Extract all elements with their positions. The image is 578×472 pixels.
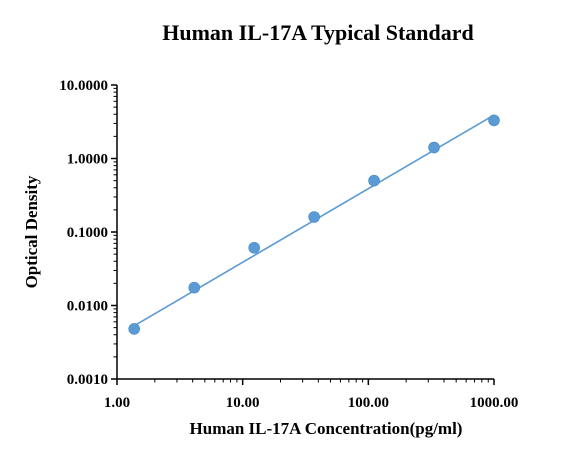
data-point <box>488 114 500 127</box>
y-tick-labels: 0.0010 0.0100 0.1000 1.0000 10.0000 <box>59 78 108 388</box>
data-point <box>308 211 320 223</box>
y-axis-label: Optical Density <box>22 175 41 288</box>
y-tick-label: 0.0010 <box>67 372 108 388</box>
x-tick-label: 1.00 <box>104 395 130 411</box>
x-tick-label: 10.00 <box>226 395 260 411</box>
y-tick-label: 1.0000 <box>67 152 108 168</box>
major-ticks <box>111 84 495 385</box>
x-axis-label: Human IL-17A Concentration(pg/ml) <box>190 419 463 438</box>
data-point <box>248 241 260 254</box>
y-tick-label: 10.0000 <box>59 78 108 94</box>
data-point <box>188 281 201 294</box>
plot-area <box>111 84 500 385</box>
x-tick-label: 100.00 <box>348 395 389 411</box>
data-point <box>368 174 380 187</box>
chart-title: Human IL-17A Typical Standard <box>162 20 474 45</box>
x-tick-labels: 1.00 10.00 100.00 1000.00 <box>104 395 519 411</box>
minor-ticks <box>113 87 489 383</box>
data-point <box>128 323 140 335</box>
data-points <box>128 114 500 335</box>
data-point <box>428 141 440 154</box>
y-tick-label: 0.0100 <box>67 299 108 315</box>
y-tick-label: 0.1000 <box>67 225 108 241</box>
x-tick-label: 1000.00 <box>470 395 519 411</box>
